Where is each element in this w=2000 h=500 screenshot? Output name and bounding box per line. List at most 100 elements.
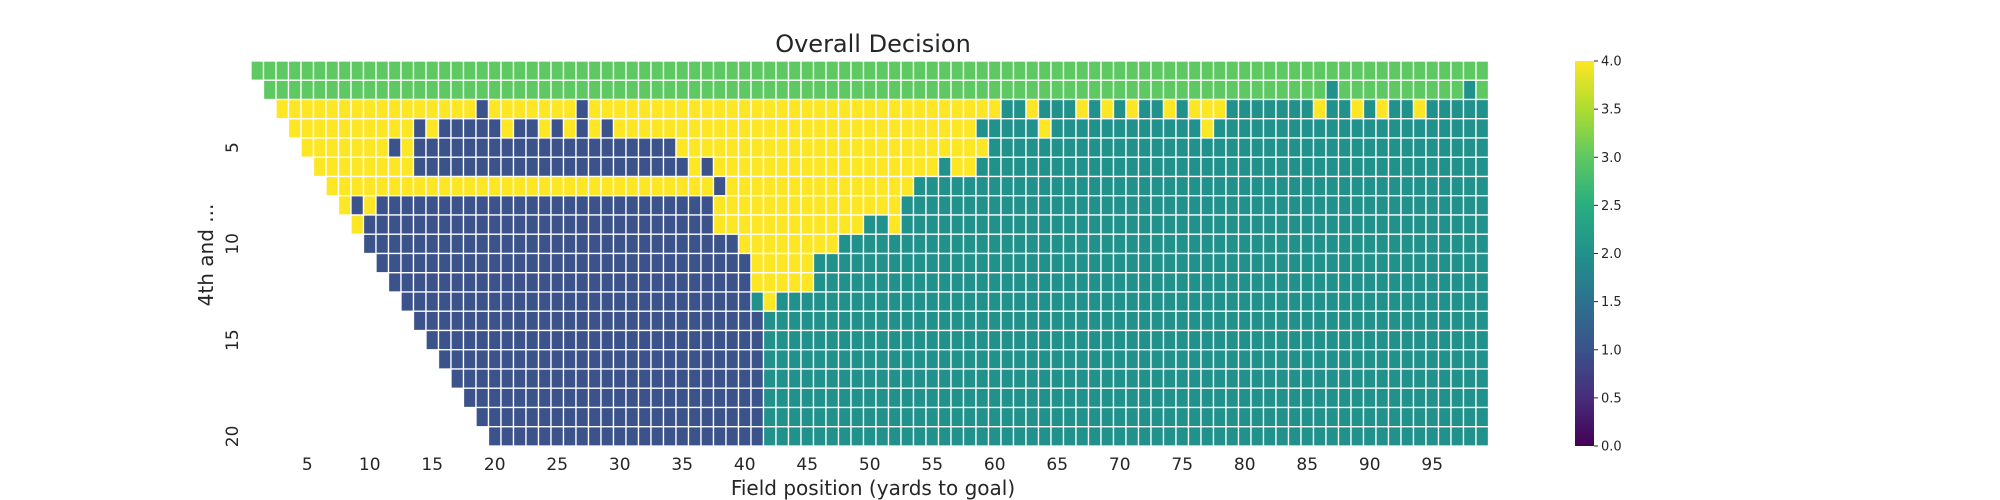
heatmap-cell: [1362, 118, 1377, 139]
heatmap-cell: [937, 387, 952, 409]
heatmap-cell: [900, 272, 915, 293]
heatmap-cell: [675, 137, 690, 158]
heatmap-cell: [1000, 233, 1015, 255]
heatmap-cell: [425, 175, 440, 197]
heatmap-cell: [462, 60, 477, 81]
heatmap-cell: [1262, 156, 1277, 178]
heatmap-cell: [1225, 156, 1240, 178]
heatmap-cell: [487, 272, 502, 293]
heatmap-cell: [1237, 233, 1252, 255]
heatmap-cell: [712, 272, 727, 293]
heatmap-cell: [1075, 387, 1090, 409]
heatmap-cell: [837, 406, 852, 428]
heatmap-cell: [1137, 98, 1152, 120]
heatmap-cell: [412, 175, 427, 197]
heatmap-cell: [675, 252, 690, 274]
heatmap-cell: [612, 175, 627, 197]
heatmap-cell: [787, 175, 802, 197]
heatmap-cell: [1462, 156, 1477, 178]
heatmap-cell: [1137, 252, 1152, 274]
heatmap-cell: [587, 233, 602, 255]
heatmap-cell: [987, 233, 1002, 255]
heatmap-cell: [437, 272, 452, 293]
heatmap-cell: [437, 79, 452, 101]
heatmap-cell: [1012, 118, 1027, 139]
heatmap-cell: [362, 137, 377, 158]
heatmap-cell: [962, 272, 977, 293]
heatmap-cell: [1250, 137, 1265, 158]
heatmap-cell: [662, 291, 677, 312]
heatmap-cell: [500, 98, 515, 120]
heatmap-cell: [1462, 98, 1477, 120]
heatmap-cell: [612, 79, 627, 101]
heatmap-cell: [1000, 60, 1015, 81]
heatmap-cell: [1450, 175, 1465, 197]
heatmap-cell: [950, 233, 965, 255]
heatmap-cell: [412, 79, 427, 101]
heatmap-cell: [950, 252, 965, 274]
heatmap-cell: [1287, 79, 1302, 101]
heatmap-cell: [1100, 233, 1115, 255]
heatmap-cell: [1362, 349, 1377, 370]
heatmap-cell: [812, 60, 827, 81]
heatmap-cell: [350, 156, 365, 178]
heatmap-cell: [1200, 349, 1215, 370]
heatmap-cell: [1350, 291, 1365, 312]
heatmap-cell: [737, 406, 752, 428]
heatmap-cell: [900, 195, 915, 216]
y-tick-label: 20: [223, 426, 243, 448]
heatmap-cell: [1212, 60, 1227, 81]
heatmap-cell: [1262, 310, 1277, 332]
heatmap-cell: [600, 156, 615, 178]
heatmap-cell: [362, 60, 377, 81]
heatmap-cell: [612, 329, 627, 351]
heatmap-cell: [950, 272, 965, 293]
heatmap-cell: [850, 195, 865, 216]
heatmap-cell: [512, 156, 527, 178]
heatmap-cell: [1025, 291, 1040, 312]
heatmap-cell: [575, 195, 590, 216]
heatmap-cell: [1350, 406, 1365, 428]
heatmap-cell: [1412, 233, 1427, 255]
heatmap-cell: [1125, 272, 1140, 293]
heatmap-cell: [987, 195, 1002, 216]
heatmap-cell: [1350, 310, 1365, 332]
heatmap-cell: [787, 214, 802, 235]
heatmap-cell: [1212, 118, 1227, 139]
heatmap-cell: [1000, 387, 1015, 409]
heatmap-cell: [537, 98, 552, 120]
x-tick-label: 55: [921, 455, 943, 475]
heatmap-cell: [900, 79, 915, 101]
heatmap-cell: [575, 252, 590, 274]
heatmap-cell: [562, 214, 577, 235]
heatmap-cell: [412, 214, 427, 235]
heatmap-cell: [837, 329, 852, 351]
heatmap-cell: [687, 175, 702, 197]
heatmap-cell: [1375, 195, 1390, 216]
heatmap-cell: [1312, 406, 1327, 428]
heatmap-cell: [625, 272, 640, 293]
heatmap-cell: [1162, 195, 1177, 216]
heatmap-cell: [962, 118, 977, 139]
heatmap-cell: [987, 175, 1002, 197]
heatmap-cell: [1300, 137, 1315, 158]
heatmap-cell: [537, 137, 552, 158]
heatmap-cell: [612, 387, 627, 409]
heatmap-cell: [262, 60, 277, 81]
heatmap-cell: [1250, 368, 1265, 389]
heatmap-cell: [637, 137, 652, 158]
heatmap-cell: [700, 137, 715, 158]
heatmap-cell: [1175, 175, 1190, 197]
heatmap-cell: [362, 79, 377, 101]
heatmap-cell: [812, 349, 827, 370]
heatmap-cell: [1425, 368, 1440, 389]
heatmap-cell: [1162, 175, 1177, 197]
heatmap-cell: [925, 156, 940, 178]
heatmap-cell: [600, 406, 615, 428]
heatmap-cell: [762, 272, 777, 293]
heatmap-cell: [800, 291, 815, 312]
heatmap-cell: [1462, 272, 1477, 293]
heatmap-cell: [887, 195, 902, 216]
heatmap-cell: [1237, 118, 1252, 139]
heatmap-cell: [787, 118, 802, 139]
